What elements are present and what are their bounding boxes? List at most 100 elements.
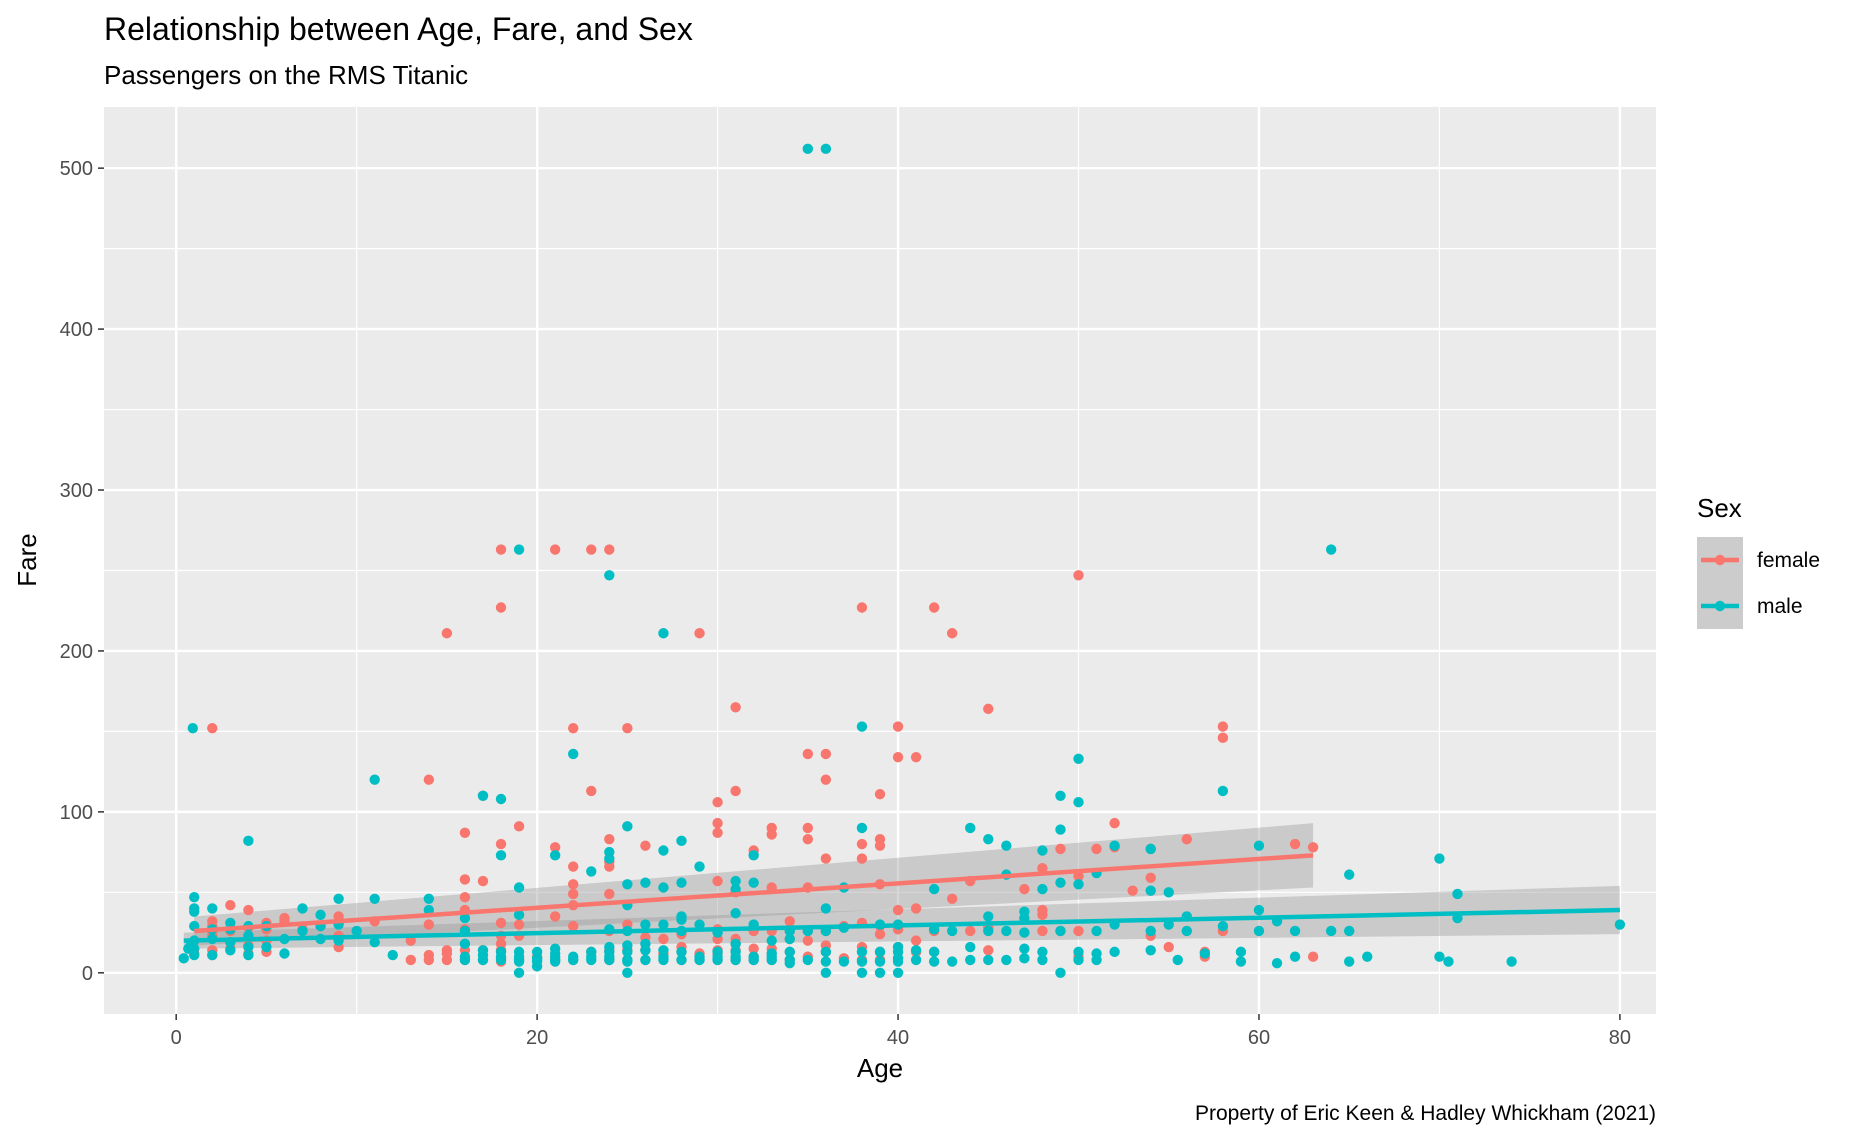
point-male — [297, 903, 308, 914]
point-male — [1055, 967, 1066, 979]
point-female — [549, 842, 561, 853]
fit-lines — [183, 853, 1620, 943]
point-female — [820, 774, 832, 785]
point-female — [568, 861, 579, 872]
point-female — [459, 874, 471, 885]
point-male — [640, 938, 651, 950]
point-female — [1073, 570, 1084, 581]
point-female — [1037, 904, 1048, 916]
point-female — [604, 544, 615, 555]
point-female — [441, 945, 453, 956]
point-male — [892, 967, 904, 979]
fit-line-male — [183, 907, 1620, 943]
point-male — [1037, 883, 1048, 895]
point-male — [1145, 945, 1156, 956]
x-tick-label: 20 — [526, 1027, 548, 1049]
point-male — [1001, 840, 1012, 851]
point-female — [766, 822, 777, 834]
point-male — [622, 879, 633, 890]
point-male — [856, 956, 868, 967]
point-female — [694, 628, 705, 639]
point-female — [459, 827, 471, 838]
point-male — [730, 938, 741, 950]
point-male — [586, 946, 597, 958]
point-female — [405, 954, 416, 966]
point-male — [983, 925, 994, 937]
point-male — [1253, 904, 1265, 916]
point-male — [1001, 925, 1012, 937]
point-male — [856, 822, 868, 834]
point-female — [423, 949, 435, 961]
plot-panel — [104, 107, 1656, 1014]
y-axis-ticks: 0 100 200 300 400 500 — [60, 158, 104, 985]
point-male — [495, 946, 507, 958]
point-male — [676, 911, 687, 922]
point-male — [225, 917, 236, 929]
point-female — [730, 702, 741, 713]
point-male — [892, 941, 904, 953]
y-tick-label: 400 — [60, 319, 93, 341]
point-male — [1019, 927, 1030, 938]
point-male — [694, 951, 705, 962]
point-female — [910, 903, 922, 914]
point-male — [1055, 790, 1066, 801]
point-male — [928, 956, 940, 967]
point-male — [856, 721, 868, 732]
point-male — [495, 793, 507, 805]
point-female — [820, 748, 832, 760]
point-female — [874, 788, 886, 800]
point-female — [459, 891, 471, 903]
point-male — [207, 903, 218, 914]
point-male — [1172, 954, 1183, 966]
point-female — [1127, 885, 1138, 896]
point-male — [178, 953, 189, 964]
point-male — [946, 925, 958, 937]
point-male — [676, 835, 687, 847]
point-male — [1037, 946, 1048, 958]
point-female — [658, 933, 669, 945]
point-male — [965, 954, 976, 966]
point-male — [1325, 544, 1337, 555]
point-male — [568, 748, 579, 760]
point-female — [730, 785, 741, 797]
point-male — [1443, 956, 1454, 967]
y-tick-label: 300 — [60, 480, 93, 502]
point-female — [712, 817, 723, 829]
point-male — [1235, 956, 1247, 967]
point-female — [983, 703, 994, 715]
point-male — [423, 904, 435, 916]
chart-title: Relationship between Age, Fare, and Sex — [104, 11, 693, 47]
chart-subtitle: Passengers on the RMS Titanic — [104, 60, 468, 90]
point-female — [712, 827, 723, 838]
point-male — [820, 903, 832, 914]
y-axis-title: Fare — [12, 533, 42, 586]
x-axis-ticks: 0 20 40 60 80 — [171, 1014, 1631, 1049]
point-female — [856, 838, 868, 850]
point-male — [730, 908, 741, 919]
point-male — [1073, 797, 1084, 808]
point-female — [207, 722, 218, 734]
point-female — [748, 943, 759, 954]
point-male — [333, 893, 344, 904]
point-male — [694, 919, 705, 930]
point-male — [1235, 946, 1247, 958]
point-female — [802, 822, 814, 834]
point-female — [983, 945, 994, 956]
point-male — [622, 967, 633, 979]
point-female — [207, 916, 218, 927]
point-male — [459, 912, 471, 924]
point-female — [477, 875, 489, 887]
legend-label-male: male — [1757, 595, 1803, 618]
point-male — [1055, 877, 1066, 888]
point-male — [784, 946, 795, 958]
point-male — [459, 938, 471, 950]
point-male — [730, 946, 741, 958]
point-female — [423, 774, 435, 785]
point-male — [910, 945, 922, 956]
point-male — [1019, 943, 1030, 954]
point-female — [784, 916, 795, 927]
point-male — [225, 945, 236, 956]
point-female — [640, 840, 651, 851]
point-female — [243, 904, 254, 916]
point-male — [676, 946, 687, 958]
